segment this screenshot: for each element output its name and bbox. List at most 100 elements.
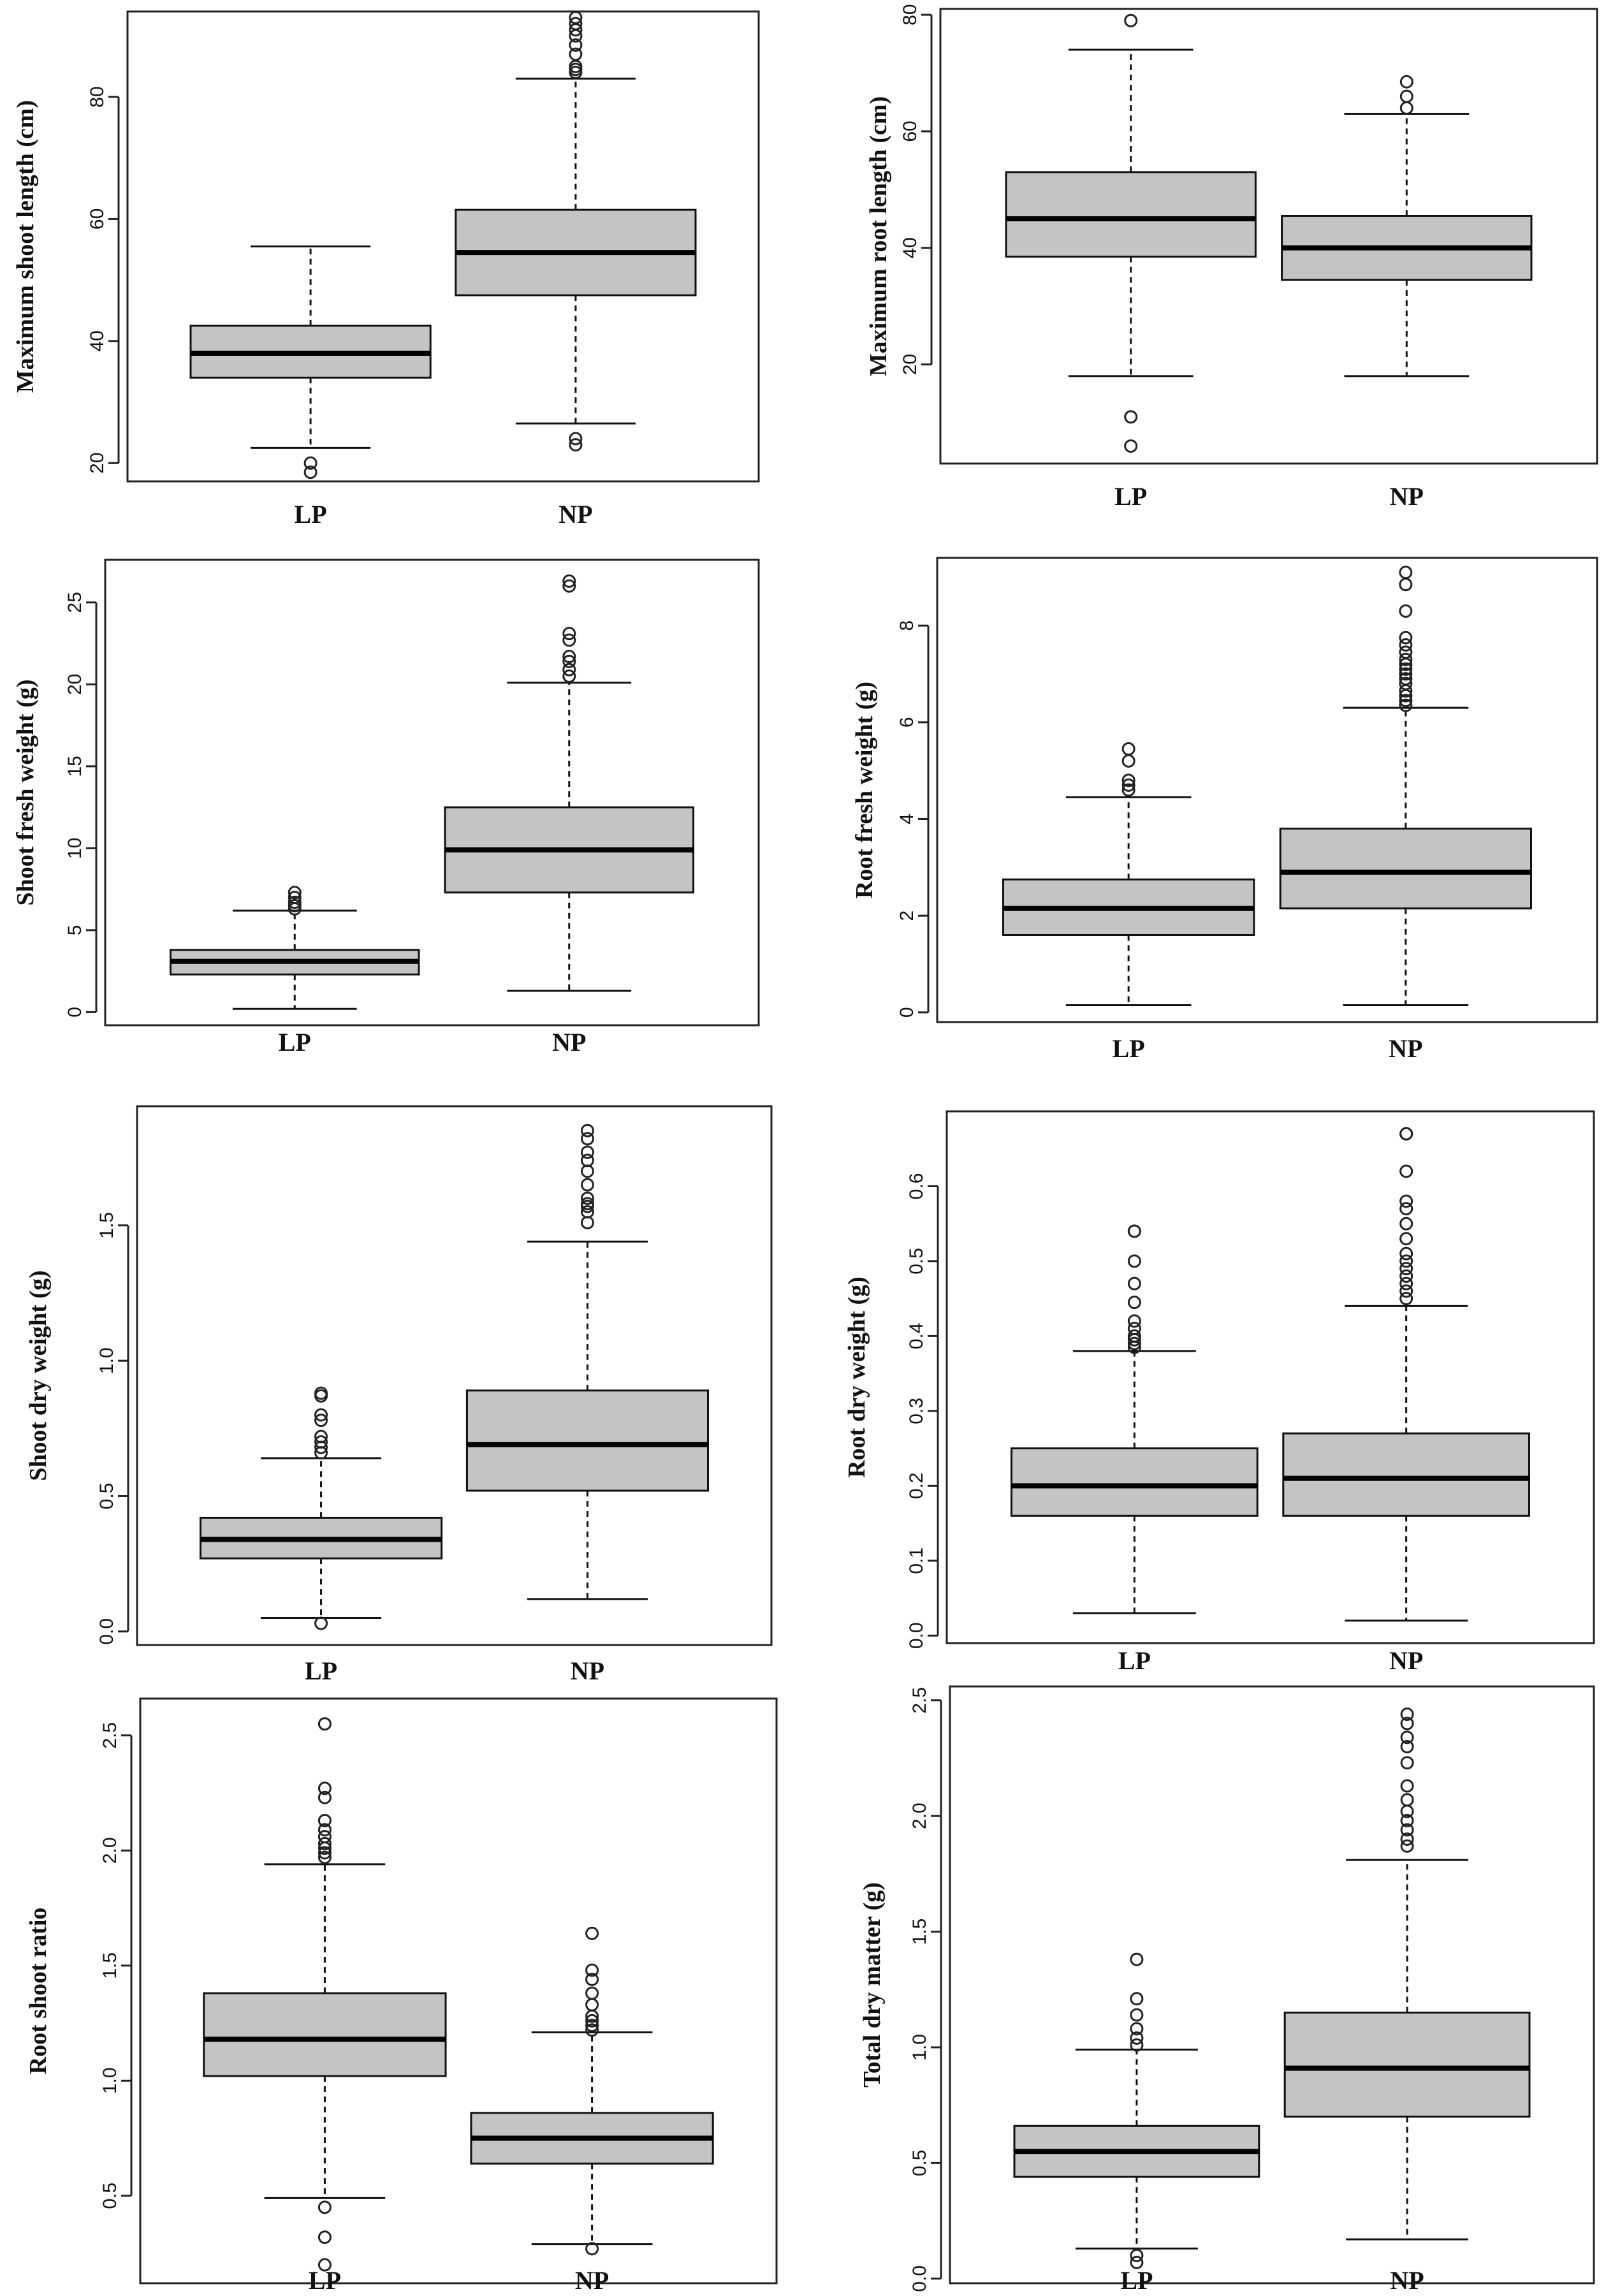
outlier-point <box>1400 1832 1414 1846</box>
outlier-point <box>1399 638 1413 652</box>
outlier-point <box>288 891 302 905</box>
boxplot-panel-2: 20 40 60 80 Maximum root length (cm) LP NP <box>865 4 1598 511</box>
box-np <box>465 1123 710 1600</box>
y-tick-label: 20 <box>900 354 921 375</box>
outlier-point <box>1124 439 1138 453</box>
category-label: NP <box>1390 482 1424 511</box>
outlier-point <box>1400 1716 1414 1730</box>
outlier-point <box>580 1216 594 1230</box>
outlier-point <box>569 11 583 25</box>
outlier-point <box>1127 1296 1141 1310</box>
outlier-point <box>562 669 576 683</box>
box-np <box>1281 75 1533 377</box>
outlier-point <box>1399 676 1413 691</box>
outlier-point <box>314 1386 328 1400</box>
plot-frame <box>126 10 760 483</box>
plot-frame <box>136 1105 773 1646</box>
y-tick-label: 2.5 <box>99 1722 120 1749</box>
outlier-point <box>1399 1254 1413 1268</box>
y-tick-label: 1.5 <box>96 1212 117 1239</box>
outlier-point <box>318 1790 332 1804</box>
category-label: LP <box>1114 482 1147 511</box>
box-lp <box>170 886 420 1010</box>
outlier-point <box>1399 1292 1413 1306</box>
outlier-point <box>585 1926 599 1940</box>
category-label: NP <box>1390 2266 1424 2295</box>
outlier-point <box>569 438 583 452</box>
y-tick-label: 0.0 <box>96 1618 117 1645</box>
outlier-point <box>318 1846 332 1860</box>
outlier-point <box>562 574 576 588</box>
outlier-point <box>1399 1276 1413 1291</box>
outlier-point <box>1399 694 1413 708</box>
outlier-point <box>585 2014 599 2028</box>
outlier-point <box>1127 1322 1141 1336</box>
category-label: NP <box>552 1028 586 1057</box>
outlier-point <box>580 1123 594 1137</box>
boxplot-panel-3: 0 5 10 15 20 25 Shoot fresh weight (g) LP NP <box>12 559 760 1057</box>
outlier-point <box>318 1850 332 1864</box>
outlier-point <box>1399 1217 1413 1231</box>
y-tick-label: 2.0 <box>99 1837 120 1864</box>
iqr-box <box>1279 828 1532 910</box>
y-tick-label: 4 <box>896 814 917 824</box>
box-np <box>470 1926 714 2256</box>
outlier-point <box>1400 1756 1414 1770</box>
outlier-point <box>1127 1254 1141 1268</box>
outlier-point <box>314 1430 328 1444</box>
plot-frame <box>939 8 1598 465</box>
category-label: NP <box>575 2266 609 2295</box>
outlier-point <box>585 1986 599 2000</box>
y-tick-label: 60 <box>87 208 108 230</box>
y-axis-label: Shoot fresh weight (g) <box>12 679 39 905</box>
y-tick-label: 0.0 <box>909 2265 930 2292</box>
outlier-point <box>569 47 583 61</box>
iqr-box <box>465 1389 710 1492</box>
outlier-point <box>580 1145 594 1159</box>
outlier-point <box>318 1813 332 1827</box>
outlier-point <box>585 2019 599 2033</box>
box-lp <box>189 245 432 479</box>
outlier-point <box>314 1408 328 1422</box>
outlier-point <box>314 1435 328 1449</box>
plot-frame <box>945 1110 1595 1644</box>
category-label: NP <box>571 1656 604 1685</box>
box-np <box>1279 566 1532 1006</box>
outlier-point <box>1124 13 1138 27</box>
category-label: LP <box>1120 2266 1153 2295</box>
outlier-point <box>562 627 576 641</box>
outlier-point <box>1127 1314 1141 1328</box>
outlier-point <box>1399 101 1413 115</box>
outlier-point <box>318 1836 332 1850</box>
y-tick-label: 25 <box>64 592 85 613</box>
box-np <box>444 574 694 992</box>
y-tick-label: 0.5 <box>909 2149 930 2176</box>
y-axis-label: Root shoot ratio <box>25 1908 52 2075</box>
outlier-point <box>1130 2022 1144 2036</box>
plot-frame <box>139 1697 778 2285</box>
category-label: NP <box>1389 1646 1423 1675</box>
iqr-box <box>1283 2012 1531 2118</box>
y-axis-label: Shoot dry weight (g) <box>25 1270 52 1481</box>
iqr-box <box>1282 1432 1531 1517</box>
box-lp <box>1013 1952 1260 2269</box>
outlier-point <box>569 17 583 31</box>
box-np <box>1282 1127 1531 1622</box>
y-tick-label: 0.1 <box>906 1547 927 1574</box>
outlier-point <box>1399 75 1413 89</box>
outlier-point <box>1399 672 1413 686</box>
outlier-point <box>1399 1262 1413 1276</box>
outlier-point <box>1399 1202 1413 1216</box>
category-label: NP <box>558 500 592 529</box>
outlier-point <box>1399 1247 1413 1261</box>
iqr-box <box>203 1992 447 2077</box>
outlier-point <box>1400 1823 1414 1837</box>
outlier-point <box>580 1132 594 1146</box>
y-tick-label: 2.0 <box>909 1802 930 1829</box>
outlier-point <box>1130 2255 1144 2269</box>
iqr-box <box>1011 1447 1259 1517</box>
outlier-point <box>585 1963 599 1977</box>
outlier-point <box>580 1164 594 1178</box>
y-tick-label: 80 <box>87 86 108 107</box>
box-lp <box>203 1717 447 2272</box>
